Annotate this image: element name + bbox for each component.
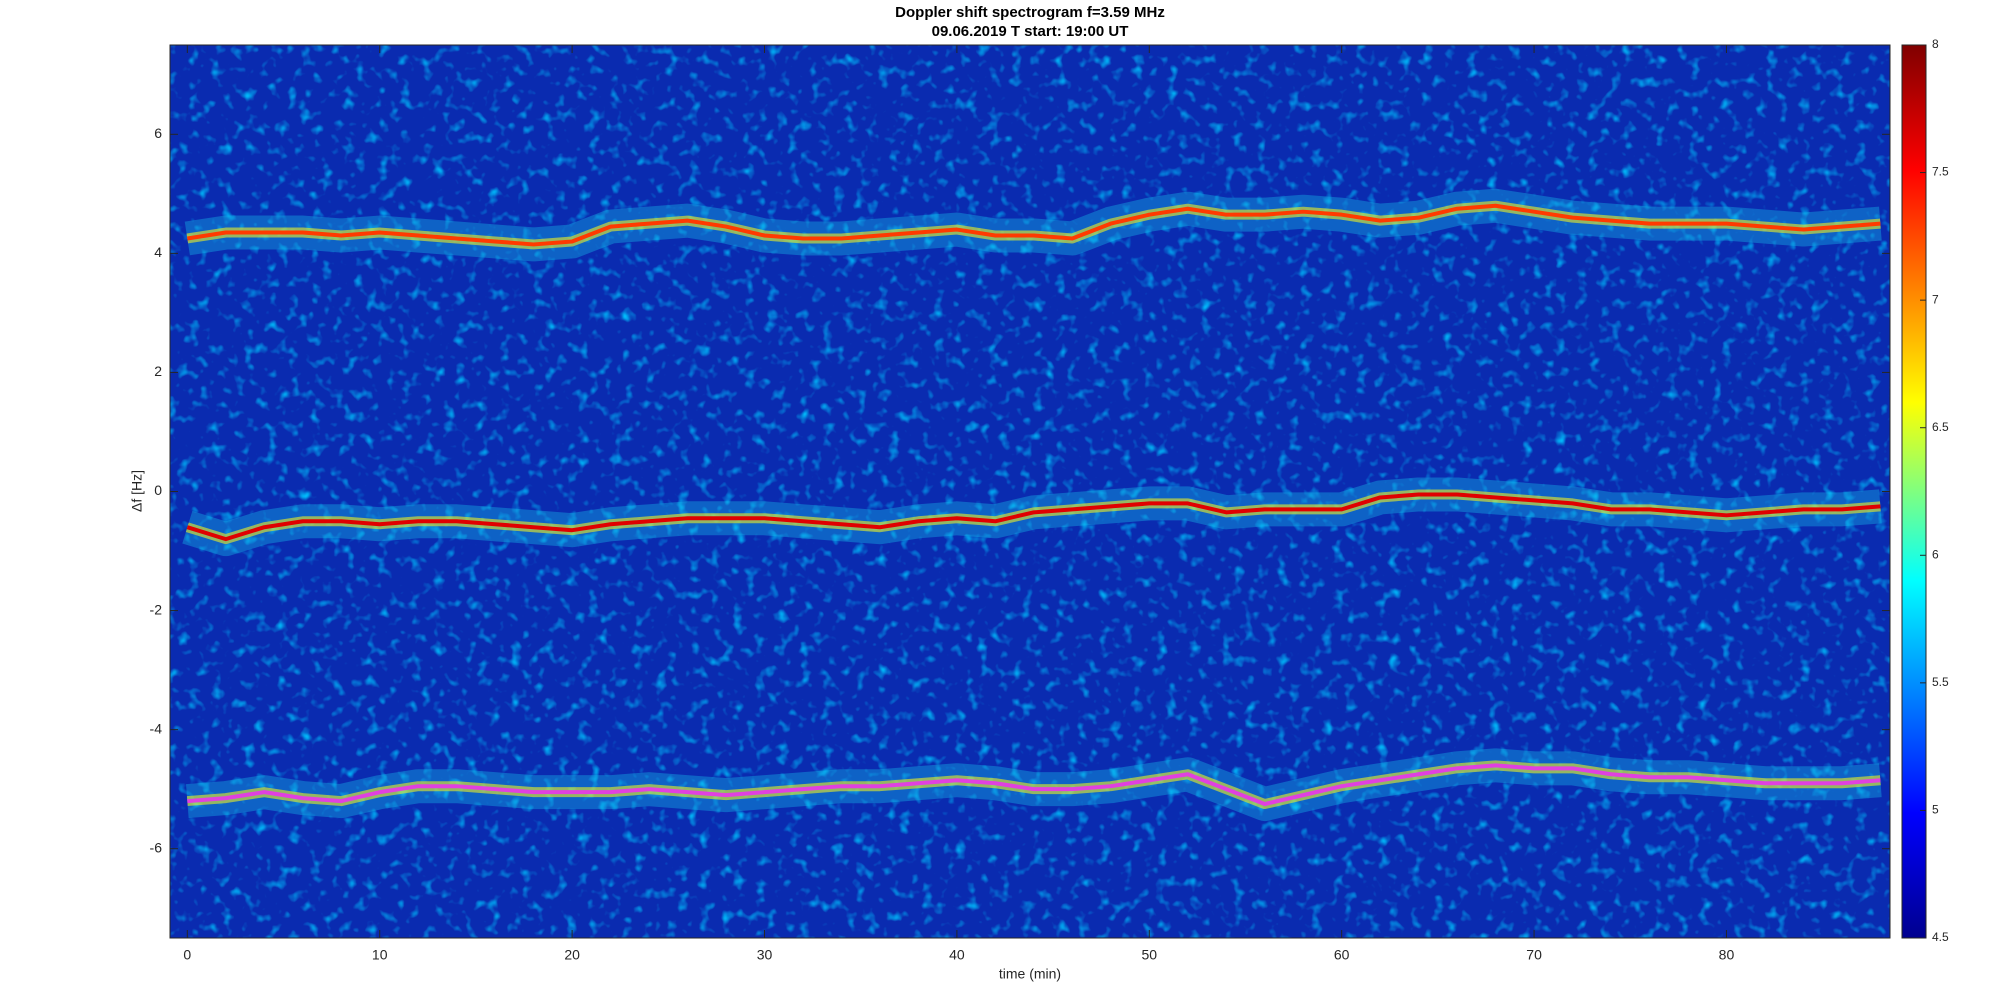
x-tick-label: 40 — [949, 947, 965, 963]
colorbar-tick-label: 5.5 — [1932, 675, 1949, 689]
colorbar — [1901, 44, 1927, 939]
y-tick-label: 2 — [154, 363, 162, 379]
colorbar-tick-label: 7 — [1932, 292, 1939, 306]
y-tick-label: -4 — [150, 720, 163, 736]
colorbar-tick-label: 6 — [1932, 547, 1939, 561]
traces — [182, 188, 1882, 822]
x-tick-label: 50 — [1141, 947, 1157, 963]
y-tick-label: 0 — [154, 482, 162, 498]
x-tick-label: 70 — [1526, 947, 1542, 963]
y-tick-label: 6 — [154, 125, 162, 141]
y-tick-label: 4 — [154, 244, 162, 260]
trace — [187, 763, 1881, 807]
x-tick-label: 80 — [1719, 947, 1735, 963]
y-tick-label: -6 — [150, 839, 163, 855]
trace — [187, 203, 1881, 247]
colorbar-tick-label: 6.5 — [1932, 420, 1949, 434]
x-tick-label: 20 — [564, 947, 580, 963]
colorbar-tick-label: 4.5 — [1932, 930, 1949, 944]
chart-title: Doppler shift spectrogram f=3.59 MHz — [895, 4, 1165, 21]
x-tick-label: 30 — [757, 947, 773, 963]
chart-subtitle: 09.06.2019 T start: 19:00 UT — [932, 23, 1129, 40]
x-axis-label: time (min) — [999, 966, 1061, 982]
y-tick-label: -2 — [150, 601, 163, 617]
colorbar-tick-label: 5 — [1932, 803, 1939, 817]
x-tick-label: 60 — [1334, 947, 1350, 963]
x-tick-label: 10 — [372, 947, 388, 963]
y-axis-label: Δf [Hz] — [129, 470, 145, 512]
trace — [186, 492, 1881, 542]
colorbar-tick-label: 8 — [1932, 37, 1939, 51]
x-tick-label: 0 — [183, 947, 191, 963]
colorbar-tick-label: 7.5 — [1932, 165, 1949, 179]
